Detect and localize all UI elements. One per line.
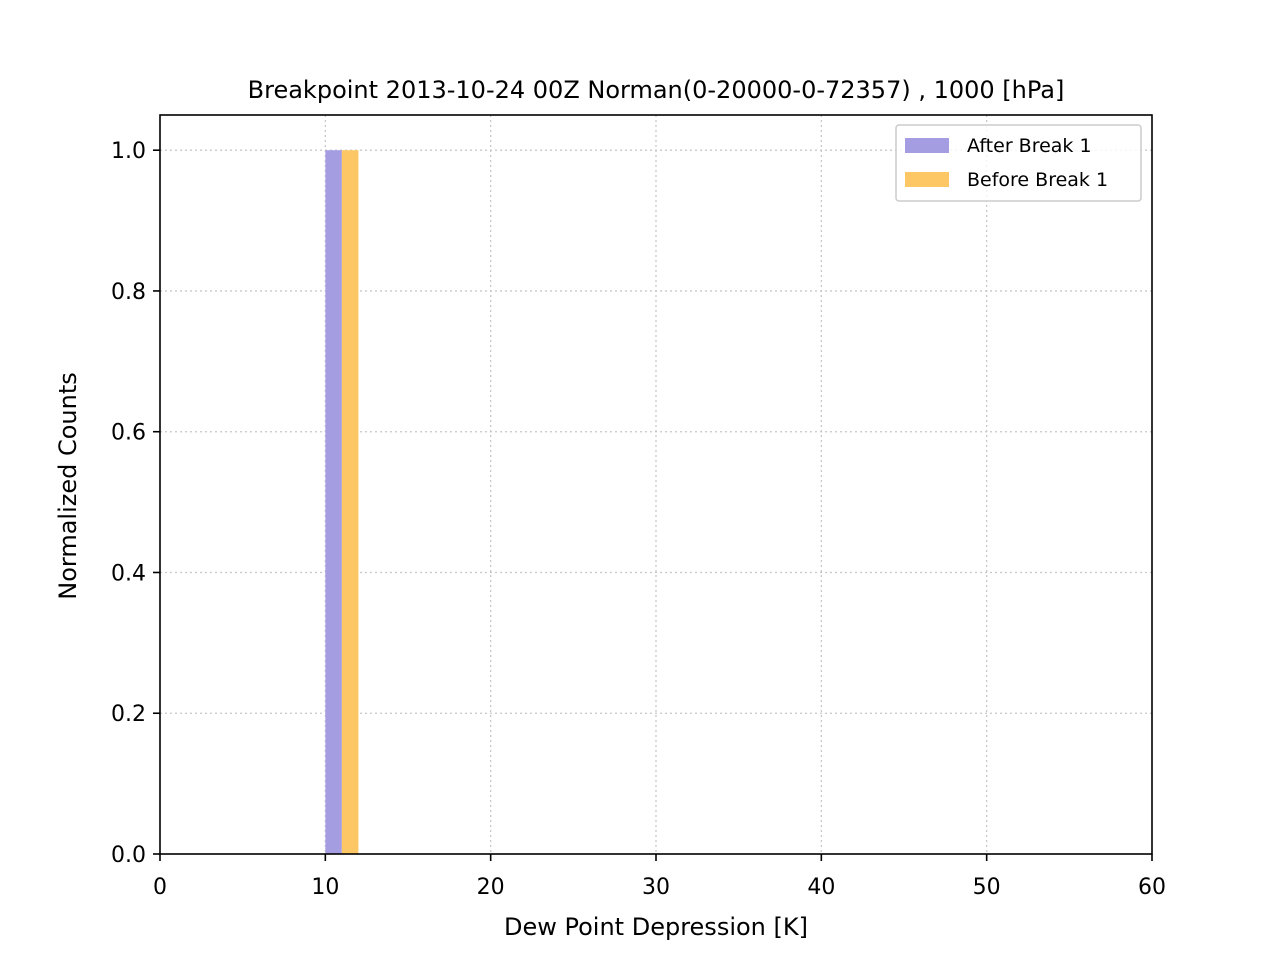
bars: [325, 150, 359, 854]
x-tick-label: 10: [311, 875, 339, 900]
x-tick-label: 0: [153, 875, 167, 900]
x-tick-label: 60: [1138, 875, 1166, 900]
y-axis-label: Normalized Counts: [54, 372, 82, 600]
legend-label-after-break-1: After Break 1: [967, 135, 1092, 157]
legend-frame: [895, 124, 1142, 202]
y-tick-label: 0.2: [111, 702, 146, 727]
legend-swatch-before-break-1: [905, 172, 949, 187]
x-tick-label: 40: [807, 875, 835, 900]
y-tick-label: 0.8: [111, 280, 146, 305]
x-tick-label: 50: [973, 875, 1001, 900]
chart-title: Breakpoint 2013-10-24 00Z Norman(0-20000…: [248, 76, 1065, 104]
y-tick-label: 0.0: [111, 843, 146, 868]
bar-after-break-1: [325, 150, 342, 854]
legend-swatch-after-break-1: [905, 138, 949, 153]
x-tick-label: 20: [477, 875, 505, 900]
x-tick-label: 30: [642, 875, 670, 900]
x-axis-ticks: 0 10 20 30 40 50 60: [153, 854, 1166, 900]
y-axis-ticks: 0.0 0.2 0.4 0.6 0.8 1.0: [111, 139, 160, 868]
legend-label-before-break-1: Before Break 1: [967, 169, 1108, 191]
bar-before-break-1: [341, 150, 359, 854]
y-tick-label: 0.6: [111, 421, 146, 446]
y-tick-label: 1.0: [111, 139, 146, 164]
x-axis-label: Dew Point Depression [K]: [504, 913, 808, 941]
legend: After Break 1 Before Break 1: [895, 124, 1142, 202]
y-tick-label: 0.4: [111, 561, 146, 586]
